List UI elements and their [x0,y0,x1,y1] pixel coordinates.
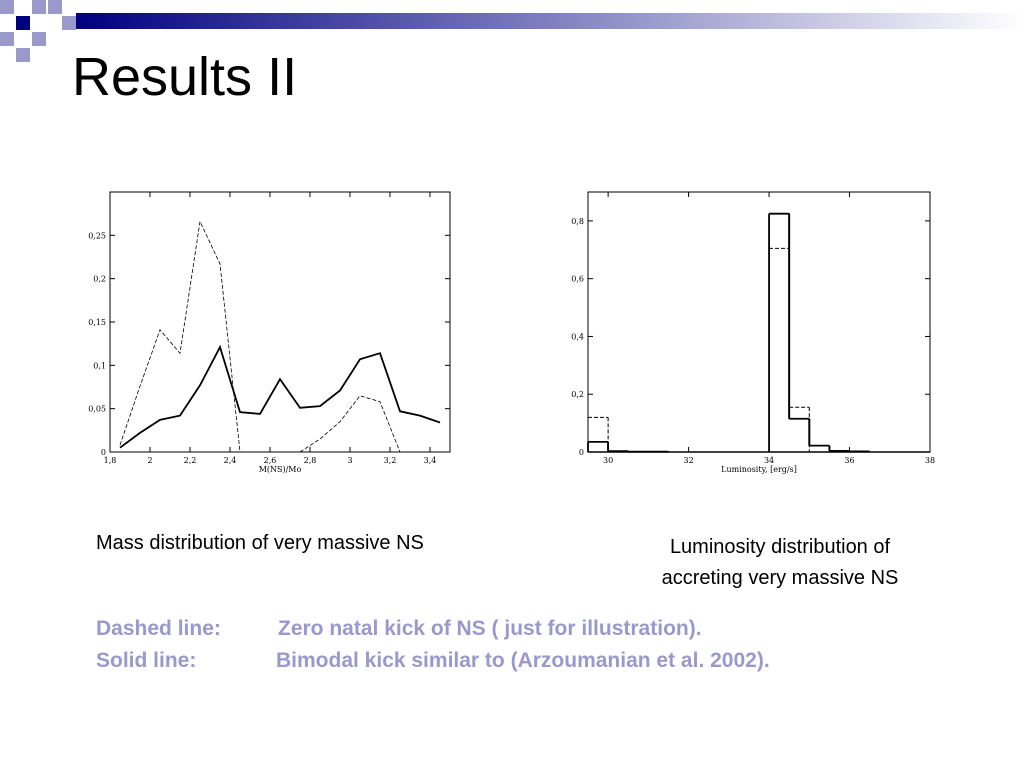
mass-y-tick-label: 0,25 [88,231,106,240]
mass-y-tick-label: 0,05 [88,405,106,414]
slide-title: Results II [72,47,298,107]
mass-chart-caption: Mass distribution of very massive NS [96,532,424,554]
lum-y-tick-label: 0,6 [571,275,584,284]
mass-series-dashed-line [299,395,401,453]
mass-x-tick-label: 2 [147,456,152,465]
lum-x-tick-label: 32 [683,456,693,465]
mass-x-tick-label: 1,8 [104,456,117,465]
mass-distribution-chart: 1,8 2 2,2 2,4 2,6 2,8 3 3,2 3,4 0 0,05 0,1 0,15 0,2 0,… [88,191,451,474]
lum-y-tick-label: 0,2 [571,390,584,399]
lum-x-axis-label: Luminosity, [erg/s] [721,465,797,474]
corner-squares-decoration [0,0,76,62]
lum-y-tick-label: 0,8 [571,217,584,226]
luminosity-caption-line-1: Luminosity distribution of [669,536,891,558]
mass-plot-frame [109,191,451,453]
mass-x-tick-label: 2,2 [184,456,197,465]
lum-x-tick-label: 38 [925,456,935,465]
mass-y-tick-label: 0,2 [93,275,106,284]
lum-y-tick-label: 0,4 [571,332,584,341]
mass-x-tick-label: 2,6 [264,456,277,465]
legend-dashed-text: Zero natal kick of NS ( just for illustr… [278,617,702,640]
lum-x-tick-label: 30 [603,456,613,465]
mass-x-tick-label: 3 [347,456,352,465]
mass-series-solid-line [119,344,441,449]
mass-series-dashed-line [119,220,241,453]
header-gradient-bar [76,13,1024,29]
lum-x-tick-label: 34 [764,456,774,465]
legend-dashed-key: Dashed line: [96,617,221,640]
mass-y-tick-label: 0,15 [88,318,106,327]
mass-y-tick-label: 0,1 [93,361,106,370]
luminosity-chart-caption: Luminosity distribution of accreting ver… [600,532,960,594]
mass-x-axis-label: M(NS)/Mo [259,465,302,474]
lum-x-tick-label: 36 [844,456,854,465]
luminosity-caption-line-2: accreting very massive NS [661,567,899,589]
mass-y-tick-label: 0 [101,448,106,457]
lum-y-tick-label: 0 [579,448,584,457]
legend-solid-text: Bimodal kick similar to (Arzoumanian et … [276,649,770,672]
mass-x-tick-label: 3,2 [384,456,397,465]
mass-x-tick-label: 2,8 [304,456,317,465]
luminosity-distribution-chart: 30 32 34 36 38 0 0,2 0,4 0,6 0,8 Luminosity, [erg/… [571,191,935,474]
legend-solid-key: Solid line: [96,649,197,672]
mass-x-tick-label: 2,4 [224,456,237,465]
mass-x-tick-label: 3,4 [424,456,437,465]
lum-plot-frame [587,191,931,453]
